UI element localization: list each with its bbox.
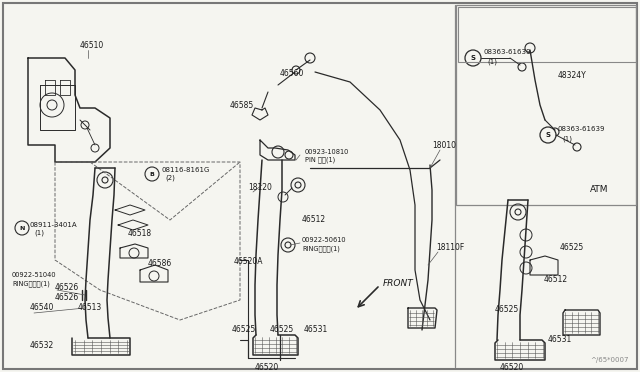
Text: 46510: 46510 — [80, 41, 104, 49]
Bar — [458, 7, 636, 62]
Text: (1): (1) — [562, 136, 572, 142]
Text: S: S — [545, 132, 550, 138]
Text: PIN ピン(1): PIN ピン(1) — [305, 157, 335, 163]
Bar — [456, 5, 636, 205]
Text: 46585: 46585 — [230, 102, 254, 110]
Text: 08363-61639: 08363-61639 — [558, 126, 605, 132]
Text: 46532: 46532 — [30, 340, 54, 350]
Text: 00923-10810: 00923-10810 — [305, 149, 349, 155]
Text: 46560: 46560 — [280, 68, 305, 77]
Text: 46526: 46526 — [55, 283, 79, 292]
Text: RINGリング(1): RINGリング(1) — [12, 281, 50, 287]
Circle shape — [145, 167, 159, 181]
Text: ^/65*0007: ^/65*0007 — [590, 357, 628, 363]
Circle shape — [15, 221, 29, 235]
Text: 46531: 46531 — [304, 326, 328, 334]
Text: 46525: 46525 — [232, 326, 256, 334]
Text: ATM: ATM — [590, 186, 609, 195]
Text: 08911-3401A: 08911-3401A — [30, 222, 77, 228]
Text: 46513: 46513 — [78, 304, 102, 312]
Text: (2): (2) — [165, 175, 175, 181]
Text: 46586: 46586 — [148, 259, 172, 267]
Text: 18010: 18010 — [432, 141, 456, 150]
Circle shape — [540, 127, 556, 143]
Text: 46512: 46512 — [302, 215, 326, 224]
Text: 46520: 46520 — [255, 363, 279, 372]
Text: S: S — [470, 55, 476, 61]
Text: 00922-51040: 00922-51040 — [12, 272, 56, 278]
Text: 46518: 46518 — [128, 228, 152, 237]
Text: N: N — [19, 225, 25, 231]
Text: 00922-50610: 00922-50610 — [302, 237, 347, 243]
Text: B: B — [150, 171, 154, 176]
Text: (1): (1) — [487, 59, 497, 65]
Text: 46512: 46512 — [544, 276, 568, 285]
Text: 18110F: 18110F — [436, 244, 464, 253]
Text: 46525: 46525 — [560, 244, 584, 253]
Text: 46520: 46520 — [500, 363, 524, 372]
Text: RINGリング(1): RINGリング(1) — [302, 246, 340, 252]
Text: 46525: 46525 — [270, 326, 294, 334]
Text: 48324Y: 48324Y — [558, 71, 587, 80]
Text: 46526: 46526 — [55, 294, 79, 302]
Text: 46531: 46531 — [548, 336, 572, 344]
Text: (1): (1) — [34, 230, 44, 236]
Text: 46540: 46540 — [30, 304, 54, 312]
Text: 46525: 46525 — [495, 305, 519, 314]
Text: 08363-61639: 08363-61639 — [483, 49, 531, 55]
Text: 08116-8161G: 08116-8161G — [161, 167, 209, 173]
Text: 18120: 18120 — [248, 183, 272, 192]
Text: FRONT: FRONT — [383, 279, 413, 288]
Text: 46520A: 46520A — [234, 257, 264, 266]
Circle shape — [465, 50, 481, 66]
